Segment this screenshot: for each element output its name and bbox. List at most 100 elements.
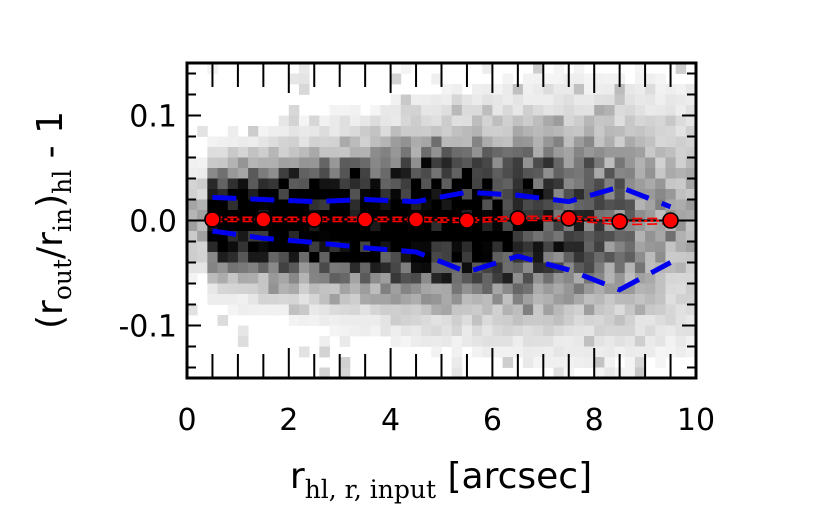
- density-cell: [655, 231, 666, 242]
- density-cell: [645, 126, 656, 137]
- density-cell: [390, 262, 402, 274]
- density-cell: [594, 210, 605, 221]
- density-cell: [441, 262, 453, 274]
- density-cell: [461, 262, 473, 274]
- density-cell: [584, 346, 595, 358]
- density-cell: [624, 304, 636, 316]
- density-cell: [319, 252, 330, 263]
- density-cell: [187, 273, 198, 284]
- density-cell: [298, 73, 310, 85]
- density-cell: [278, 210, 290, 221]
- density-cell: [573, 346, 585, 358]
- density-cell: [573, 126, 585, 137]
- density-cell: [319, 294, 330, 305]
- density-cell: [624, 220, 636, 232]
- density-cell: [685, 273, 696, 284]
- density-cell: [360, 115, 371, 127]
- density-cell: [319, 273, 330, 284]
- density-cell: [502, 294, 514, 305]
- density-cell: [492, 115, 503, 127]
- density-cell: [227, 199, 239, 211]
- density-cell: [655, 157, 666, 169]
- density-cell: [431, 178, 442, 190]
- density-cell: [543, 126, 554, 137]
- density-cell: [431, 147, 442, 158]
- density-cell: [543, 189, 554, 200]
- density-cell: [237, 136, 249, 148]
- density-cell: [237, 157, 249, 169]
- density-cell: [288, 220, 300, 232]
- density-cell: [421, 147, 432, 158]
- density-cell: [543, 294, 554, 305]
- density-cell: [584, 252, 595, 263]
- density-cell: [390, 325, 402, 337]
- density-cell: [441, 252, 453, 263]
- density-cell: [197, 178, 208, 190]
- density-cell: [329, 262, 341, 274]
- density-cell: [502, 220, 514, 232]
- density-cell: [634, 84, 646, 95]
- density-cell: [482, 325, 493, 337]
- density-cell: [645, 346, 656, 358]
- density-cell: [319, 136, 330, 148]
- density-cell: [675, 63, 687, 74]
- density-cell: [675, 157, 687, 169]
- density-cell: [298, 126, 310, 137]
- density-cell: [594, 231, 605, 242]
- density-cell: [645, 283, 656, 295]
- density-cell: [431, 189, 442, 200]
- density-cell: [441, 315, 453, 326]
- density-cell: [675, 105, 687, 116]
- density-cell: [461, 294, 473, 305]
- density-cell: [543, 136, 554, 148]
- density-cell: [624, 367, 636, 378]
- density-cell: [339, 147, 351, 158]
- density-cell: [624, 189, 636, 200]
- density-cell: [573, 231, 585, 242]
- density-cell: [360, 262, 371, 274]
- density-cell: [482, 157, 493, 169]
- density-cell: [329, 178, 341, 190]
- density-cell: [594, 105, 605, 116]
- density-cell: [207, 168, 218, 179]
- density-cell: [237, 147, 249, 158]
- density-cell: [217, 157, 229, 169]
- density-cell: [472, 115, 483, 127]
- density-cell: [482, 304, 493, 316]
- x-tick-label: 2: [279, 403, 298, 438]
- density-cell: [634, 304, 646, 316]
- density-cell: [594, 199, 605, 211]
- density-cell: [298, 63, 310, 74]
- density-cell: [421, 325, 432, 337]
- density-cell: [237, 220, 249, 232]
- density-cell: [573, 157, 585, 169]
- density-cell: [512, 126, 524, 137]
- density-cell: [197, 252, 208, 263]
- density-cell: [533, 136, 544, 148]
- density-cell: [533, 231, 544, 242]
- density-cell: [288, 168, 300, 179]
- density-cell: [645, 168, 656, 179]
- density-cell: [197, 241, 208, 253]
- density-cell: [227, 283, 239, 295]
- density-cell: [227, 178, 239, 190]
- density-cell: [349, 315, 361, 326]
- density-cell: [339, 336, 351, 347]
- density-cell: [512, 241, 524, 253]
- density-cell: [441, 147, 453, 158]
- density-cell: [187, 178, 198, 190]
- density-cell: [248, 304, 259, 316]
- density-cell: [533, 105, 544, 116]
- density-cell: [624, 199, 636, 211]
- density-cell: [584, 304, 595, 316]
- density-cell: [217, 147, 229, 158]
- density-cell: [278, 126, 290, 137]
- density-cell: [461, 126, 473, 137]
- density-cell: [309, 304, 320, 316]
- density-cell: [370, 105, 381, 116]
- y-label-sub-hl: hl: [48, 170, 77, 194]
- density-cell: [288, 105, 300, 116]
- density-cell: [349, 189, 361, 200]
- density-cell: [248, 168, 259, 179]
- density-cell: [563, 94, 575, 106]
